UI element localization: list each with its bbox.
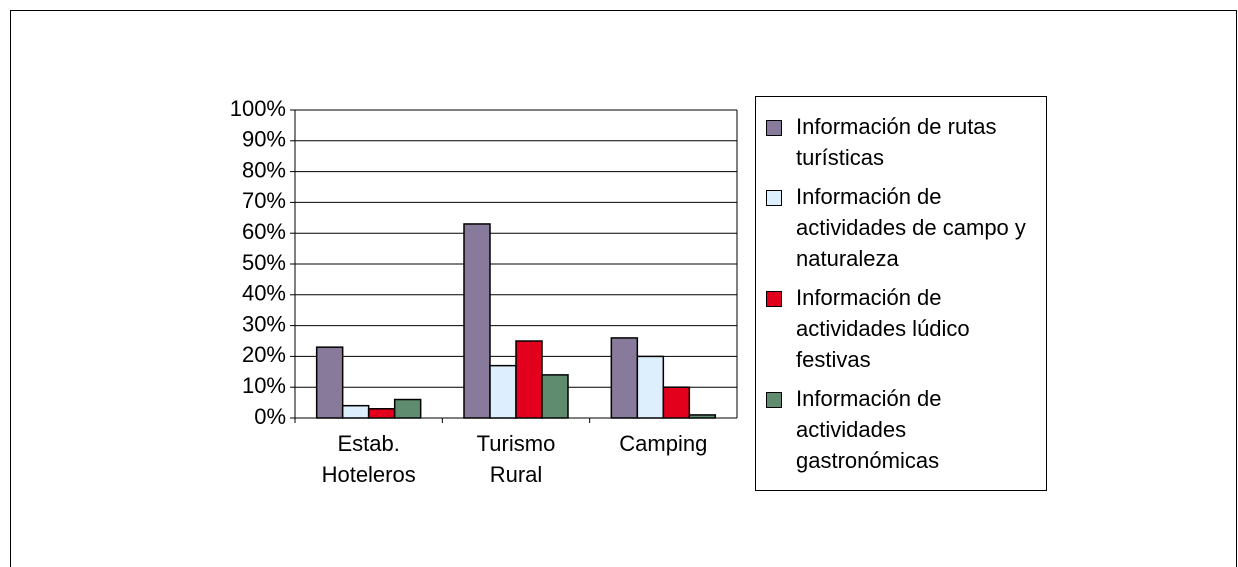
y-tick-label: 100% bbox=[230, 96, 286, 121]
y-tick-label: 60% bbox=[242, 219, 286, 244]
frame bbox=[10, 10, 1237, 567]
y-tick-label: 90% bbox=[242, 127, 286, 152]
legend-label: Información de actividades lúdico festiv… bbox=[796, 285, 970, 372]
x-tick-label: Estab. Hoteleros bbox=[322, 431, 416, 487]
y-tick-label: 20% bbox=[242, 342, 286, 367]
x-tick-line: Turismo bbox=[477, 431, 556, 456]
y-tick-label: 30% bbox=[242, 311, 286, 336]
legend-swatch bbox=[766, 291, 782, 307]
bar bbox=[636, 355, 665, 419]
legend-label: Información de rutas turísticas bbox=[796, 114, 997, 170]
bar bbox=[341, 404, 370, 419]
legend-swatch bbox=[766, 120, 782, 136]
bar bbox=[393, 398, 422, 419]
legend-entry: Información de rutas turísticas bbox=[766, 111, 1040, 173]
legend: Información de rutas turísticas Informaci… bbox=[755, 96, 1047, 491]
bar bbox=[610, 337, 639, 419]
y-tick-label: 70% bbox=[242, 188, 286, 213]
legend-label: Información de actividades de campo y na… bbox=[796, 184, 1026, 271]
bar bbox=[463, 223, 491, 419]
legend-entry: Información de actividades lúdico festiv… bbox=[766, 282, 1040, 375]
bar bbox=[662, 386, 691, 419]
legend-label: Información de actividades gastronómicas bbox=[796, 386, 942, 473]
bar bbox=[315, 346, 344, 419]
bar bbox=[541, 374, 569, 419]
x-tick-label: Turismo Rural bbox=[477, 431, 556, 487]
legend-entry: Información de actividades de campo y na… bbox=[766, 181, 1040, 274]
legend-entry: Información de actividades gastronómicas bbox=[766, 383, 1040, 476]
x-tick-line: Rural bbox=[490, 462, 543, 487]
y-tick-label: 80% bbox=[242, 157, 286, 182]
x-tick-label: Camping bbox=[619, 431, 707, 456]
legend-swatch bbox=[766, 392, 782, 408]
bar bbox=[489, 364, 517, 419]
bar bbox=[367, 408, 396, 419]
y-tick-label: 50% bbox=[242, 250, 286, 275]
y-tick-label: 40% bbox=[242, 281, 286, 306]
bar bbox=[515, 340, 543, 419]
y-tick-label: 0% bbox=[254, 404, 286, 429]
legend-swatch bbox=[766, 190, 782, 206]
x-tick-line: Estab. bbox=[337, 431, 399, 456]
y-tick-label: 10% bbox=[242, 373, 286, 398]
x-tick-line: Hoteleros bbox=[322, 462, 416, 487]
